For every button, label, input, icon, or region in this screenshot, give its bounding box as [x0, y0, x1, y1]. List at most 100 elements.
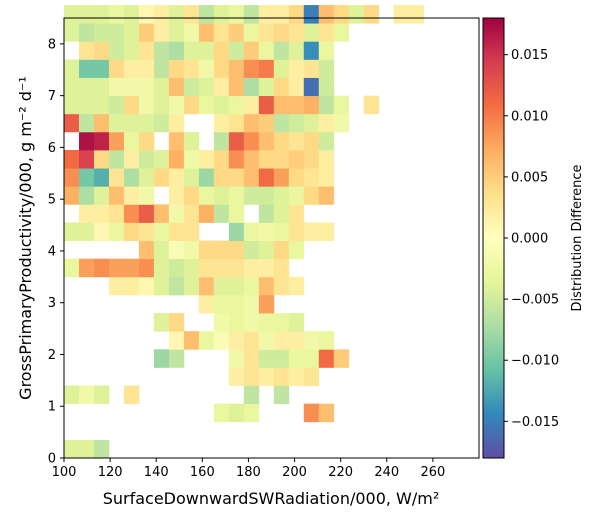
heatmap-cell: [333, 23, 350, 42]
heatmap-cell: [303, 349, 320, 368]
heatmap-cell: [198, 186, 215, 205]
heatmap-cell: [333, 113, 350, 133]
x-tick-label: 100: [52, 465, 77, 480]
heatmap-cell: [243, 5, 260, 24]
heatmap-cell: [318, 77, 335, 97]
heatmap-cell: [93, 204, 110, 223]
heatmap-cell: [288, 222, 305, 241]
heatmap-cell: [303, 95, 320, 115]
heatmap-cell: [288, 113, 305, 133]
heatmap-cell: [183, 186, 200, 205]
heatmap-cell: [213, 403, 230, 423]
heatmap-cell: [153, 168, 170, 187]
heatmap-cell: [288, 349, 305, 368]
heatmap-cell: [243, 113, 260, 133]
heatmap-cell: [198, 258, 215, 278]
heatmap-cell: [258, 23, 275, 42]
heatmap-cell: [213, 95, 230, 115]
heatmap-cell: [318, 5, 335, 24]
heatmap-cell: [78, 150, 95, 169]
heatmap-cell: [303, 23, 320, 42]
heatmap-cell: [318, 113, 335, 133]
heatmap-cell: [138, 77, 155, 97]
heatmap-cell: [213, 150, 230, 169]
heatmap-cell: [93, 113, 110, 133]
heatmap-cell: [168, 313, 185, 332]
heatmap-cell: [93, 41, 110, 60]
heatmap-cell: [168, 258, 185, 278]
heatmap-cell: [123, 150, 140, 169]
heatmap-cell: [138, 204, 155, 223]
y-tick-label: 0: [48, 452, 56, 467]
heatmap-cell: [213, 23, 230, 42]
heatmap-cell: [183, 77, 200, 97]
heatmap-cell: [228, 186, 245, 205]
heatmap-cell: [228, 331, 245, 350]
heatmap-cell: [108, 77, 125, 97]
heatmap-cell: [64, 59, 80, 78]
heatmap-cell: [258, 367, 275, 386]
heatmap-cell: [288, 131, 305, 151]
x-tick-label: 180: [236, 465, 261, 480]
heatmap-cell: [273, 59, 290, 78]
heatmap-cell: [123, 204, 140, 223]
heatmap-cell: [303, 113, 320, 133]
heatmap-cell: [213, 113, 230, 133]
heatmap-cell: [93, 59, 110, 78]
heatmap-cell: [408, 5, 425, 24]
heatmap-cell: [273, 349, 290, 368]
heatmap-cell: [243, 77, 260, 97]
heatmap-cell: [243, 150, 260, 169]
x-tick-label: 140: [144, 465, 169, 480]
heatmap-cell: [168, 186, 185, 205]
heatmap-cell: [138, 240, 155, 260]
heatmap-cell: [183, 204, 200, 223]
heatmap-cell: [258, 313, 275, 332]
heatmap-cell: [303, 222, 320, 241]
heatmap-cell: [138, 258, 155, 278]
heatmap-cell: [198, 59, 215, 78]
heatmap-cell: [123, 23, 140, 42]
heatmap-cell: [288, 367, 305, 386]
heatmap-cell: [228, 113, 245, 133]
heatmap-cell: [93, 439, 110, 459]
heatmap-cell: [318, 403, 335, 423]
heatmap-cell: [228, 150, 245, 169]
heatmap-cell: [243, 258, 260, 278]
heatmap-cell: [258, 113, 275, 133]
heatmap-cell: [333, 5, 350, 24]
heatmap-cell: [123, 131, 140, 151]
heatmap-cell: [198, 5, 215, 24]
heatmap-cell: [138, 23, 155, 42]
heatmap-cell: [243, 294, 260, 314]
heatmap-cell: [108, 113, 125, 133]
colorbar-tick-label: 0.000: [511, 232, 548, 247]
heatmap-cell: [123, 5, 140, 24]
heatmap-cell: [273, 331, 290, 350]
heatmap-cell: [153, 150, 170, 169]
heatmap-cell: [228, 276, 245, 296]
heatmap-cell: [108, 186, 125, 205]
heatmap-cell: [138, 222, 155, 241]
heatmap-cell: [183, 131, 200, 151]
heatmap-cell: [318, 349, 335, 368]
heatmap-cell: [183, 5, 200, 24]
heatmap-cell: [153, 204, 170, 223]
heatmap-cell: [78, 113, 95, 133]
heatmap-cell: [258, 59, 275, 78]
heatmap-cell: [273, 313, 290, 332]
heatmap-cell: [78, 77, 95, 97]
heatmap-cell: [93, 186, 110, 205]
heatmap-cell: [228, 204, 245, 223]
colorbar-tick-label: −0.010: [511, 354, 559, 369]
y-tick-label: 4: [48, 244, 56, 259]
heatmap-cell: [318, 23, 335, 42]
heatmap-cell: [168, 5, 185, 24]
heatmap-cell: [303, 403, 320, 423]
heatmap-cell: [303, 186, 320, 205]
y-axis-ticks: 0 1 2 3 4 5 6 7 8: [48, 37, 64, 467]
heatmap-cell: [228, 41, 245, 60]
heatmap-cell: [258, 294, 275, 314]
heatmap-cell: [198, 23, 215, 42]
heatmap-cell: [78, 385, 95, 405]
